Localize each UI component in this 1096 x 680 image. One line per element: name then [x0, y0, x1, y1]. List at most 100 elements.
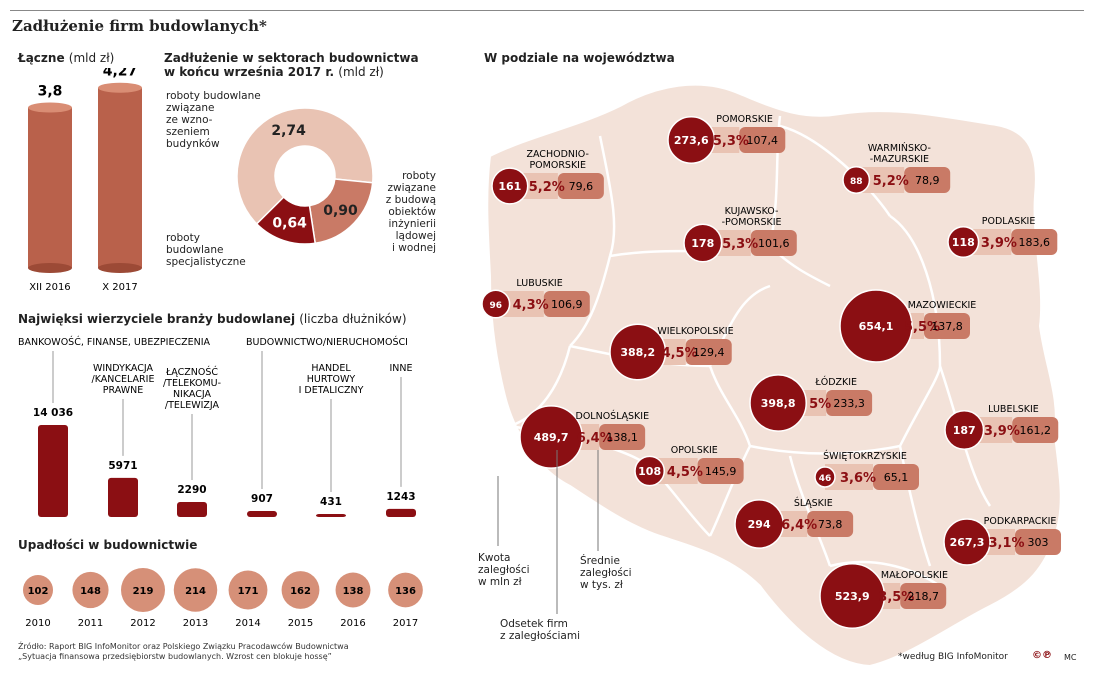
region-avg-cell: [807, 511, 854, 537]
region-name-label: WARMIŃSKO-: [868, 142, 931, 154]
region-share-label: 3,9%: [984, 424, 1020, 439]
bankruptcy-value-label: 136: [395, 586, 416, 597]
legend-avg-line-1: zaległości: [580, 567, 632, 579]
legend-amount: Kwota zaległości w mln zł: [478, 552, 530, 588]
legend-amount-line-0: Kwota: [478, 552, 511, 564]
region-amount-label: 273,6: [674, 134, 709, 147]
total-category-label: XII 2016: [29, 282, 70, 293]
bankruptcy-value-label: 214: [185, 586, 206, 597]
region-amount-label: 398,8: [761, 397, 796, 410]
creditors-chart: 14 036 BANKOWOŚĆ, FINANSE, UBEZPIECZENIA 5…: [18, 336, 416, 517]
bankruptcy-bubble: [173, 568, 218, 612]
region-avg-cell: [599, 424, 646, 450]
creditor-bar: [247, 511, 277, 517]
legend-share-line-0: Odsetek firm: [500, 618, 568, 630]
top-rule: [10, 10, 1084, 11]
creditor-category-label: BANKOWOŚĆ, FINANSE, UBEZPIECZENIA: [18, 336, 211, 348]
region-name-label: POMORSKIE: [716, 114, 773, 125]
region-amount-bubble: [842, 166, 871, 194]
legend-avg: Średnie zaległości w tys. zł: [580, 555, 632, 591]
region-avg-cell: [924, 313, 970, 339]
region-avg-cell: [1012, 417, 1059, 443]
sector-civil-line-2: z budową: [385, 194, 436, 206]
region-amount-bubble: [609, 323, 667, 381]
region-name-label: KUJAWSKO-: [725, 206, 779, 217]
legend-avg-line-0: Średnie: [580, 555, 620, 567]
bankruptcy-bubble: [22, 574, 54, 606]
total-bar-bottom: [28, 263, 72, 273]
region-avg-cell: [1015, 529, 1062, 555]
donut-slice: [236, 107, 374, 225]
total-bar: [28, 107, 72, 268]
bankruptcy-year-label: 2017: [393, 618, 418, 629]
sector-label-buildings: roboty budowlane związane ze wzno-szeniem b…: [166, 90, 261, 150]
creditors-heading: Najwięksi wierzyciele branży budowlanej …: [18, 312, 407, 326]
region-name-label: POMORSKIE: [529, 160, 586, 171]
region-name-label: PODLASKIE: [982, 216, 1036, 227]
bankruptcies-heading: Upadłości w budownictwie: [18, 538, 198, 552]
sector-civil-line-5: lądowej: [395, 230, 436, 242]
creditor-category-label: /TELEWIZJA: [165, 400, 220, 411]
region-amount-bubble: [943, 518, 991, 566]
region-share-label: 5,3%: [713, 134, 749, 149]
region-avg-cell: [873, 464, 919, 490]
total-heading: Łączne (mld zł): [18, 51, 114, 65]
region-share-label: 5,5%: [904, 320, 940, 335]
bankruptcy-value-label: 171: [238, 586, 259, 597]
sectors-heading-line1: Zadłużenie w sektorach budownictwa: [164, 51, 419, 65]
map-heading: W podziale na województwa: [484, 51, 675, 65]
region-avg-cell: [900, 583, 947, 609]
region-share-label: 3,5%: [878, 590, 914, 605]
bankruptcy-value-label: 138: [343, 586, 364, 597]
region-avg-cell: [739, 127, 786, 153]
bankruptcy-year-label: 2015: [288, 618, 313, 629]
sector-civil-line-1: związane: [387, 182, 436, 194]
donut-slice: [308, 178, 374, 245]
sector-label-civil: roboty związane z budową obiektów inżynierii…: [370, 170, 436, 254]
footnote: *według BIG InfoMonitor: [898, 652, 1008, 662]
region-avg-cell: [904, 167, 951, 193]
bankruptcy-bubble: [335, 572, 371, 608]
donut-value-label: 0,64: [272, 216, 307, 232]
sectors-donut-chart: 2,74 0,90 0,64: [236, 107, 374, 245]
region-name-label: -MAZURSKIE: [870, 154, 929, 165]
total-bar-bottom: [98, 263, 142, 273]
sector-specialized-line-0: roboty: [166, 232, 200, 244]
region-name-label: ŚWIĘTOKRZYSKIE: [823, 450, 907, 462]
region-share-label: 5,2%: [529, 180, 565, 195]
region-avg-label: 138,1: [606, 431, 638, 444]
region-avg-cell: [543, 291, 590, 317]
bankruptcy-bubble: [121, 568, 165, 612]
region-amount-label: 161: [498, 180, 521, 193]
sector-specialized-line-2: specjalistyczne: [166, 256, 246, 268]
source-line1: Źródło: Raport BIG InfoMonitor oraz Pols…: [18, 642, 349, 651]
creditor-bar: [108, 477, 138, 517]
region-avg-label: 106,9: [551, 298, 583, 311]
region-share-label: 6,4%: [577, 431, 613, 446]
creditor-category-label: I DETALICZNY: [299, 385, 364, 396]
creditor-value-label: 431: [320, 496, 342, 508]
region-name-label: ŚLĄSKIE: [794, 497, 833, 509]
total-bar-top: [28, 102, 72, 113]
region-share-label: 5,2%: [873, 174, 909, 189]
legend-amount-line-2: w mln zł: [478, 576, 522, 588]
region-amount-label: 96: [490, 301, 503, 311]
region-avg-label: 218,7: [907, 590, 939, 603]
creditor-category-label: INNE: [389, 363, 412, 374]
region-name-label: OPOLSKIE: [671, 445, 718, 456]
region-amount-label: 523,9: [835, 590, 870, 603]
creditor-category-label: ŁĄCZNOŚĆ: [165, 366, 218, 378]
creditor-category-label: HANDEL: [311, 363, 351, 374]
region-avg-label: 107,4: [747, 134, 779, 147]
bankruptcy-year-label: 2016: [340, 618, 365, 629]
region-amount-bubble: [519, 405, 584, 469]
bankruptcy-bubble: [281, 571, 320, 609]
region-name-label: ŁÓDZKIE: [814, 376, 857, 388]
region-amount-bubble: [749, 374, 807, 432]
region-amount-bubble: [667, 115, 716, 165]
region-share-label: 4,5%: [662, 346, 698, 361]
region-amount-bubble: [947, 225, 980, 259]
bankruptcy-year-label: 2013: [183, 618, 208, 629]
region-amount-bubble: [814, 466, 836, 488]
legend-share: Odsetek firm z zaległościami: [500, 618, 580, 642]
